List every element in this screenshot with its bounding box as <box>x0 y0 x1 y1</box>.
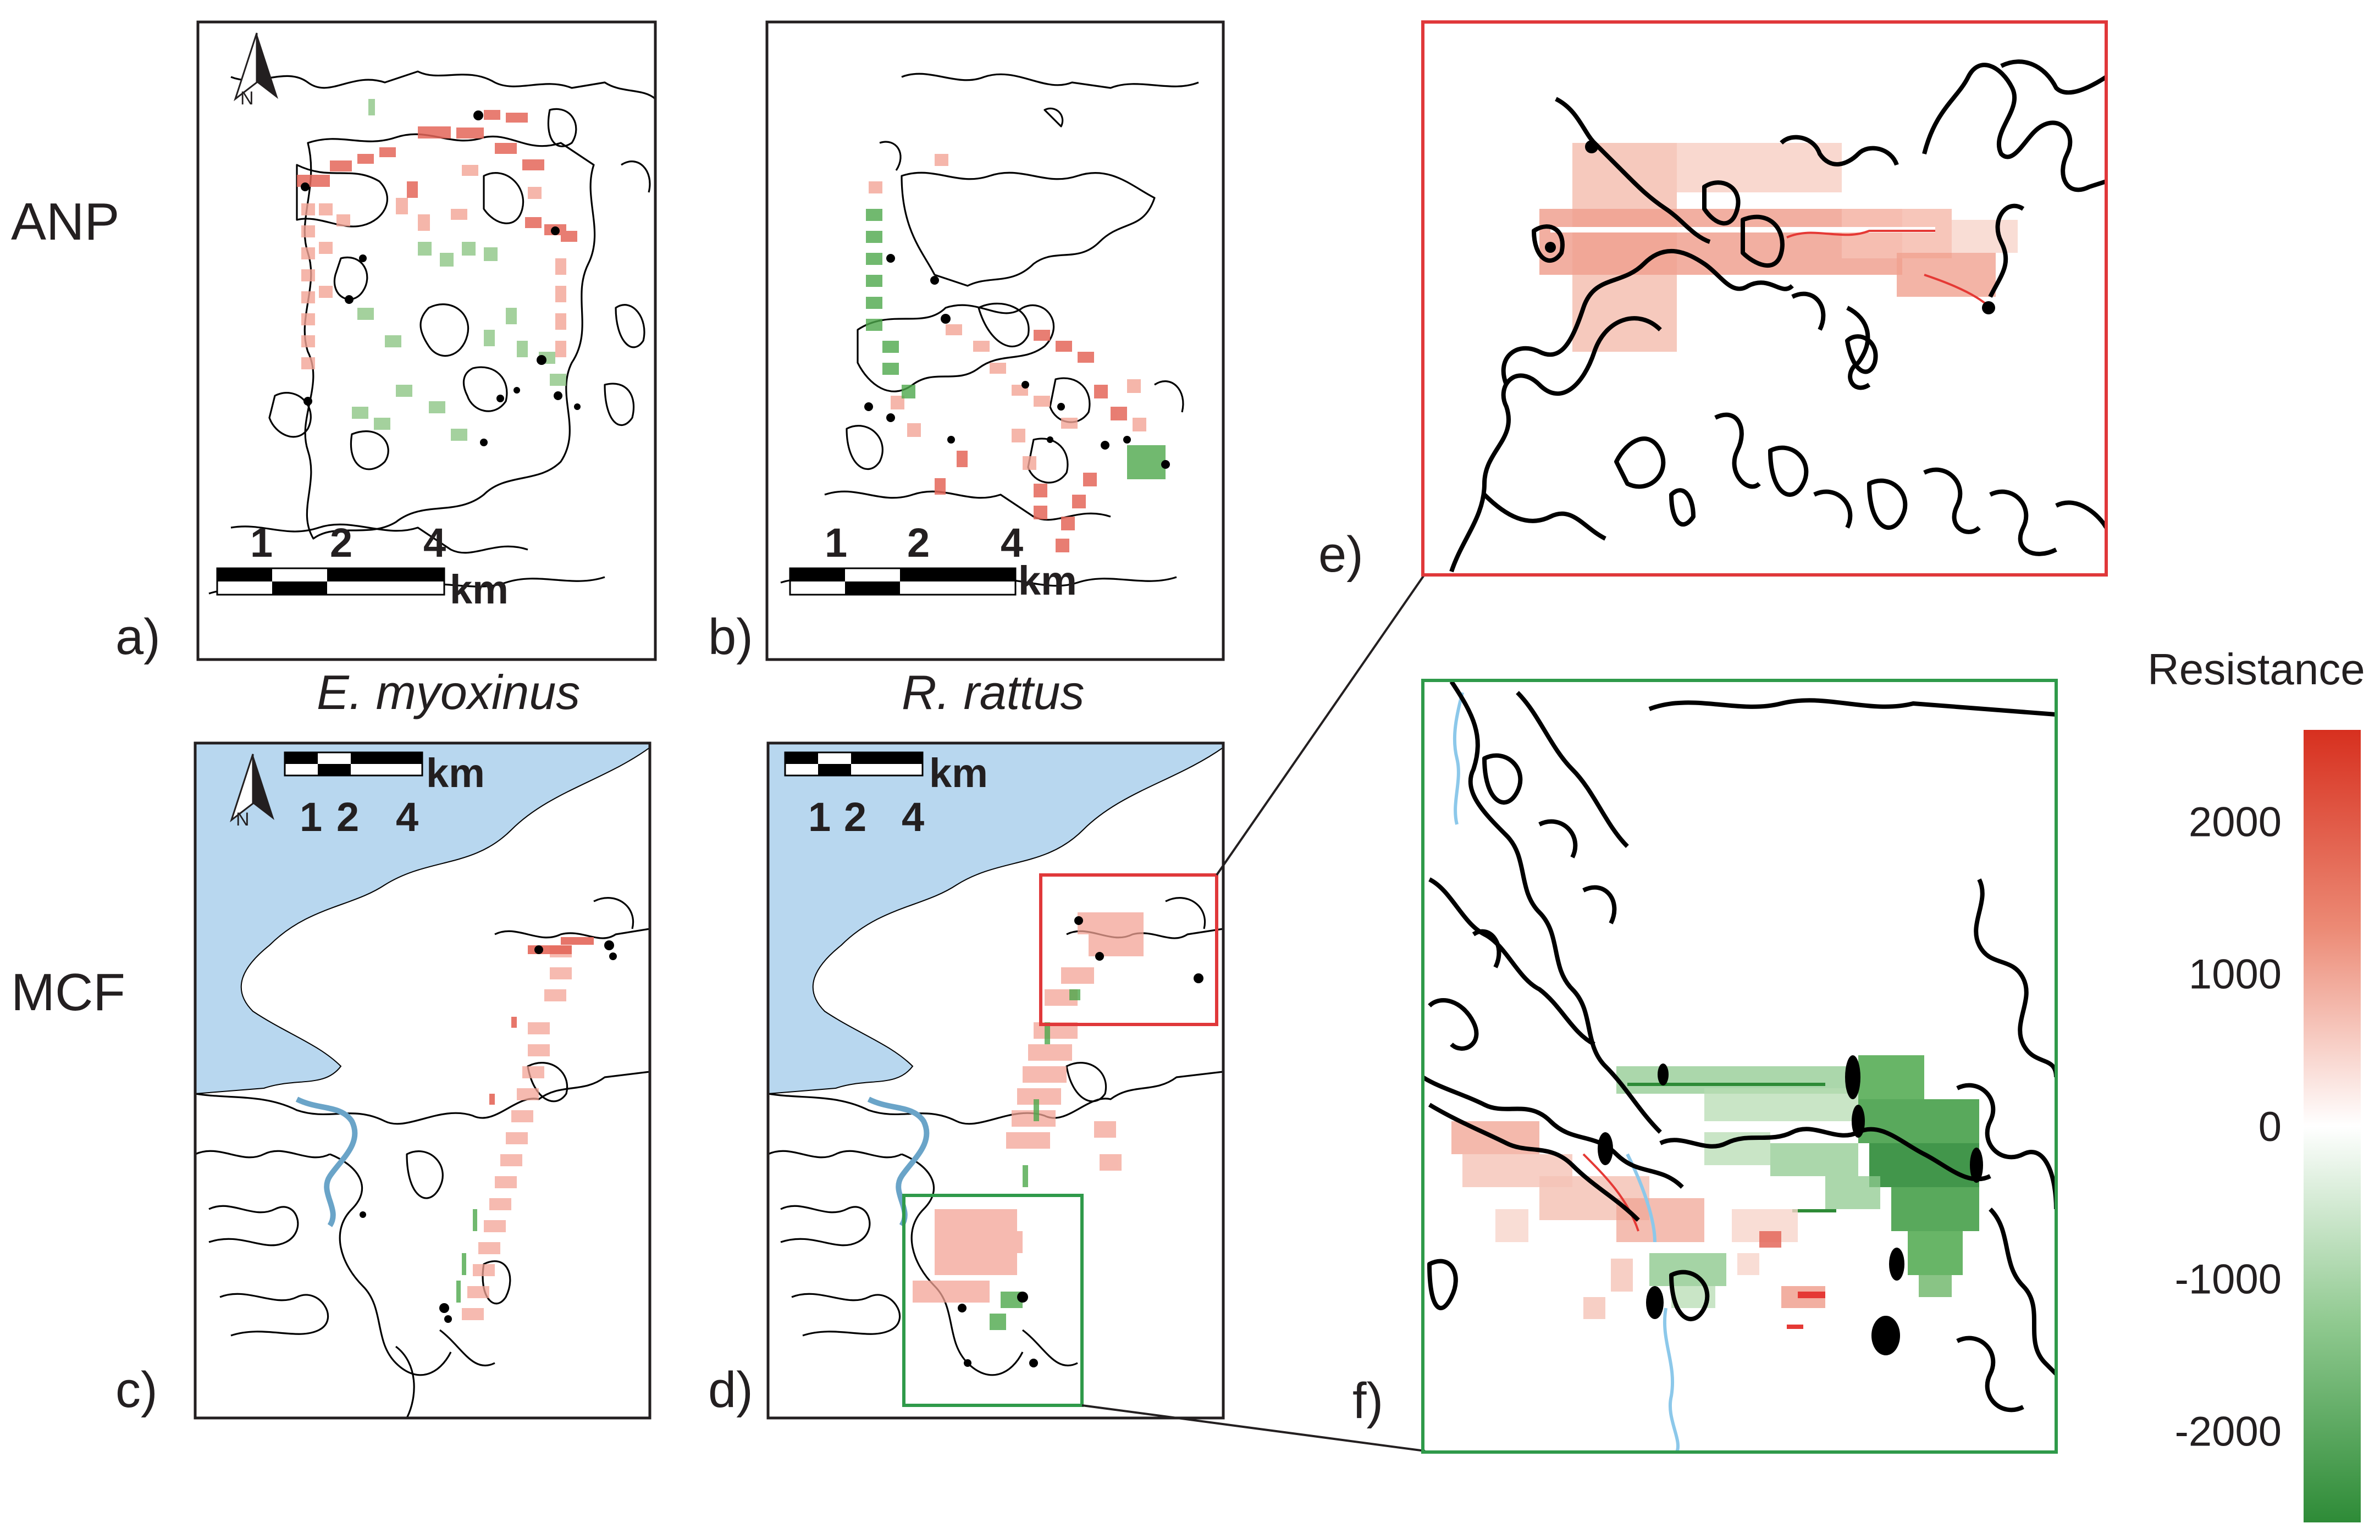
svg-text:4: 4 <box>1001 520 1023 566</box>
svg-text:km: km <box>1018 558 1077 603</box>
svg-text:km: km <box>426 750 485 796</box>
svg-text:2: 2 <box>330 520 352 566</box>
resistance-legend: Resistance 2000 1000 0 -1000 -2000 <box>2147 645 2365 1522</box>
svg-text:N: N <box>236 809 250 830</box>
panel-label-a: a) <box>115 609 161 665</box>
panel-c-frame <box>194 741 651 1420</box>
species-label-right: R. rattus <box>902 665 1085 719</box>
svg-text:2: 2 <box>907 520 930 566</box>
svg-text:N: N <box>240 88 254 109</box>
svg-text:km: km <box>450 567 509 612</box>
legend-title: Resistance <box>2147 645 2365 694</box>
scalebar-c: km 1 2 4 <box>284 750 485 840</box>
scalebar-b: 1 2 4 km <box>789 520 1077 603</box>
svg-text:1: 1 <box>825 520 847 566</box>
north-arrow-icon: N <box>234 32 278 109</box>
svg-text:km: km <box>929 750 988 796</box>
panel-b-map <box>780 73 1199 587</box>
legend-colorbar <box>2304 730 2361 1522</box>
row-label-anp: ANP <box>11 192 119 251</box>
svg-text:4: 4 <box>396 794 418 840</box>
scalebar-d: km 1 2 4 <box>784 750 988 840</box>
legend-tick-label: -2000 <box>2175 1409 2282 1455</box>
connector-e <box>1216 573 1426 876</box>
panel-label-d: d) <box>708 1362 753 1418</box>
legend-tick-label: 0 <box>2258 1104 2282 1150</box>
panel-a-frame <box>196 20 657 661</box>
panel-label-f: f) <box>1352 1373 1383 1429</box>
svg-text:4: 4 <box>423 520 446 566</box>
svg-text:2: 2 <box>336 794 359 840</box>
panel-label-b: b) <box>708 609 753 665</box>
panel-f-frame <box>1421 679 2058 1454</box>
panel-e-map <box>1449 59 2106 573</box>
svg-text:1: 1 <box>250 520 273 566</box>
panel-label-c: c) <box>115 1362 158 1418</box>
inset-box-f <box>902 1194 1084 1407</box>
panel-e-frame <box>1421 20 2108 577</box>
inset-box-e <box>1039 873 1218 1026</box>
svg-text:1: 1 <box>808 794 831 840</box>
legend-tick-label: 1000 <box>2189 951 2282 998</box>
panel-b-frame <box>765 20 1225 661</box>
panel-c-map <box>195 743 650 1418</box>
svg-text:4: 4 <box>902 794 924 840</box>
row-label-mcf: MCF <box>11 963 125 1022</box>
panel-f-map <box>1423 680 2056 1452</box>
panel-d-map <box>768 743 1223 1376</box>
north-arrow-c: N <box>230 754 274 830</box>
panel-label-e: e) <box>1318 527 1363 583</box>
species-label-left: E. myoxinus <box>317 665 580 719</box>
legend-tick-label: 2000 <box>2189 799 2282 845</box>
svg-text:1: 1 <box>300 794 322 840</box>
panel-a-map <box>208 70 655 595</box>
scalebar-a: 1 2 4 km <box>216 520 509 612</box>
connector-f <box>1081 1404 1426 1452</box>
svg-text:2: 2 <box>844 794 866 840</box>
legend-tick-label: -1000 <box>2175 1256 2282 1303</box>
panel-d-frame <box>766 741 1225 1420</box>
